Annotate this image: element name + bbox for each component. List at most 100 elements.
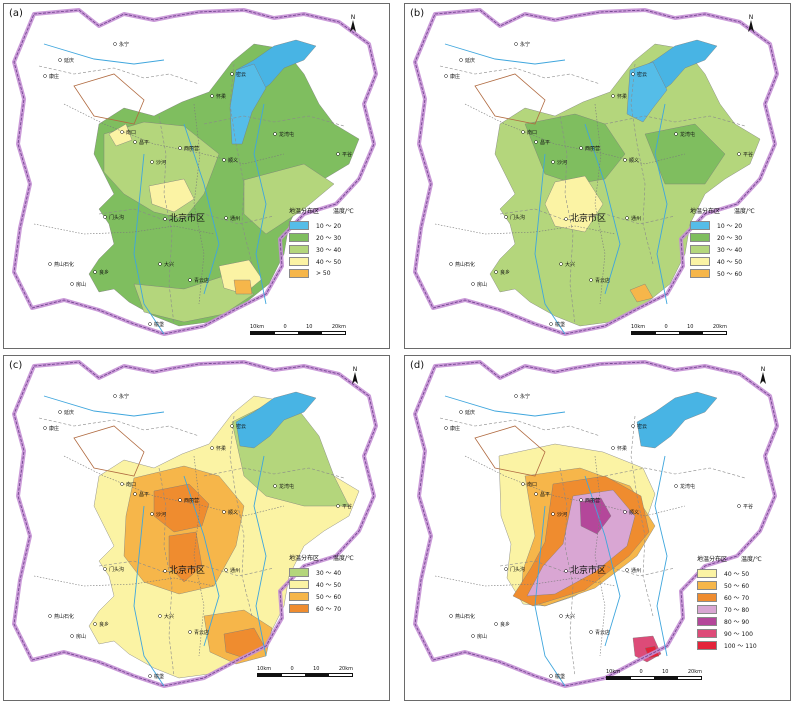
panel-label-c: (c) bbox=[9, 360, 23, 371]
temperature-zone bbox=[626, 61, 668, 123]
panel-label-d: (d) bbox=[410, 360, 425, 371]
province-border bbox=[414, 361, 778, 687]
scale-label: 20km bbox=[331, 324, 346, 330]
place-marker bbox=[459, 410, 463, 414]
legend-range-label: 60 ～ 70 bbox=[724, 594, 750, 602]
place-label: 通州 bbox=[631, 567, 641, 574]
scale-bar-a: 10km 0 10 20km bbox=[250, 324, 346, 335]
place-marker bbox=[210, 446, 214, 450]
place-marker bbox=[631, 424, 635, 428]
place-label: 康庄 bbox=[49, 73, 59, 80]
legend-item: 30 ～ 40 bbox=[289, 566, 354, 578]
place-marker bbox=[120, 130, 124, 134]
place-label: 顺义 bbox=[228, 158, 238, 164]
place-marker bbox=[631, 72, 635, 76]
legend-range-label: 50 ～ 60 bbox=[724, 582, 750, 590]
scale-label: 10 bbox=[662, 669, 669, 675]
place-marker bbox=[471, 282, 475, 286]
province-border bbox=[13, 361, 377, 687]
legend-range-label: 30 ～ 40 bbox=[316, 246, 342, 254]
legend-item: 20 ～ 30 bbox=[289, 231, 354, 243]
temperature-zone bbox=[489, 43, 761, 327]
place-label: 永宁 bbox=[119, 41, 129, 48]
river-line bbox=[183, 475, 220, 647]
place-marker bbox=[113, 394, 117, 398]
place-marker bbox=[449, 262, 453, 266]
place-marker bbox=[623, 510, 627, 514]
svg-text:N: N bbox=[749, 14, 754, 21]
place-marker bbox=[163, 569, 167, 573]
place-label: 康庄 bbox=[450, 425, 460, 432]
place-label: 延庆 bbox=[465, 57, 475, 64]
legend-item: 10 ～ 20 bbox=[690, 219, 755, 231]
place-marker bbox=[459, 58, 463, 62]
place-marker bbox=[737, 152, 741, 156]
place-label: 门头沟 bbox=[109, 214, 124, 221]
place-marker bbox=[273, 132, 277, 136]
legend-range-label: 50 ～ 60 bbox=[717, 270, 743, 278]
panel-label-b: (b) bbox=[410, 8, 425, 19]
place-marker bbox=[549, 674, 553, 678]
place-marker bbox=[48, 262, 52, 266]
legend-title: 地温分布区 bbox=[697, 556, 728, 563]
place-label: 西丽营 bbox=[184, 145, 199, 152]
place-marker bbox=[589, 630, 593, 634]
place-label: 沙河 bbox=[557, 159, 567, 166]
place-marker bbox=[48, 614, 52, 618]
place-marker bbox=[625, 568, 629, 572]
place-label: 南口 bbox=[527, 129, 537, 136]
legend-range-label: > 50 bbox=[316, 269, 331, 277]
legend-title: 地温分布区 bbox=[289, 208, 320, 215]
place-marker bbox=[133, 140, 137, 144]
legend-rows: 10 ～ 20 20 ～ 30 30 ～ 40 40 ～ 50 > 50 bbox=[289, 219, 354, 279]
place-label: 榆垡 bbox=[555, 321, 565, 328]
place-marker bbox=[504, 215, 508, 219]
river-line bbox=[534, 153, 566, 335]
place-marker bbox=[133, 492, 137, 496]
river-line bbox=[444, 43, 566, 65]
place-marker bbox=[158, 614, 162, 618]
place-label: 燕山石化 bbox=[54, 613, 74, 620]
legend-range-label: 40 ～ 50 bbox=[316, 258, 342, 266]
district-boundary bbox=[229, 415, 253, 617]
district-boundary bbox=[158, 115, 175, 325]
place-marker bbox=[611, 446, 615, 450]
place-marker bbox=[148, 322, 152, 326]
legend-swatch bbox=[289, 256, 309, 266]
place-marker bbox=[336, 152, 340, 156]
place-label: 平谷 bbox=[743, 503, 753, 510]
legend-item: 60 ～ 70 bbox=[289, 602, 354, 614]
legend-item: 20 ～ 30 bbox=[690, 231, 755, 243]
place-label: 平谷 bbox=[743, 151, 753, 158]
scale-bar-d: 10km 0 10 20km bbox=[606, 669, 702, 680]
place-label: 良乡 bbox=[500, 269, 510, 276]
scale-bar-c: 10km 0 10 20km bbox=[257, 666, 353, 677]
place-marker bbox=[514, 42, 518, 46]
place-marker bbox=[224, 568, 228, 572]
legend-item: 50 ～ 60 bbox=[289, 590, 354, 602]
legend-swatch bbox=[690, 256, 710, 266]
legend-item: 90 ～ 100 bbox=[697, 627, 762, 639]
place-label: 平谷 bbox=[342, 503, 352, 510]
road-line bbox=[193, 455, 205, 657]
place-label: 顺义 bbox=[629, 158, 639, 164]
place-label: 密云 bbox=[236, 71, 246, 78]
province-border bbox=[414, 9, 778, 335]
place-marker bbox=[178, 498, 182, 502]
district-boundary bbox=[559, 115, 576, 325]
province-border bbox=[13, 9, 377, 335]
district-boundary bbox=[604, 467, 746, 479]
place-label: 南口 bbox=[527, 481, 537, 488]
district-boundary bbox=[439, 417, 601, 437]
legend-range-label: 70 ～ 80 bbox=[724, 606, 750, 614]
legend-swatch bbox=[697, 640, 717, 650]
scale-label: 0 bbox=[283, 324, 287, 330]
map-panel-b: 延庆 康庄 永宁 密云 怀柔 南口 昌平 西丽营 平谷 龙湾屯 顺义 沙河 门头沟 北京市区 通州 燕山石化良… bbox=[404, 3, 791, 349]
place-marker bbox=[494, 270, 498, 274]
north-arrow-icon: N bbox=[748, 14, 754, 32]
place-marker bbox=[188, 278, 192, 282]
place-marker bbox=[737, 504, 741, 508]
